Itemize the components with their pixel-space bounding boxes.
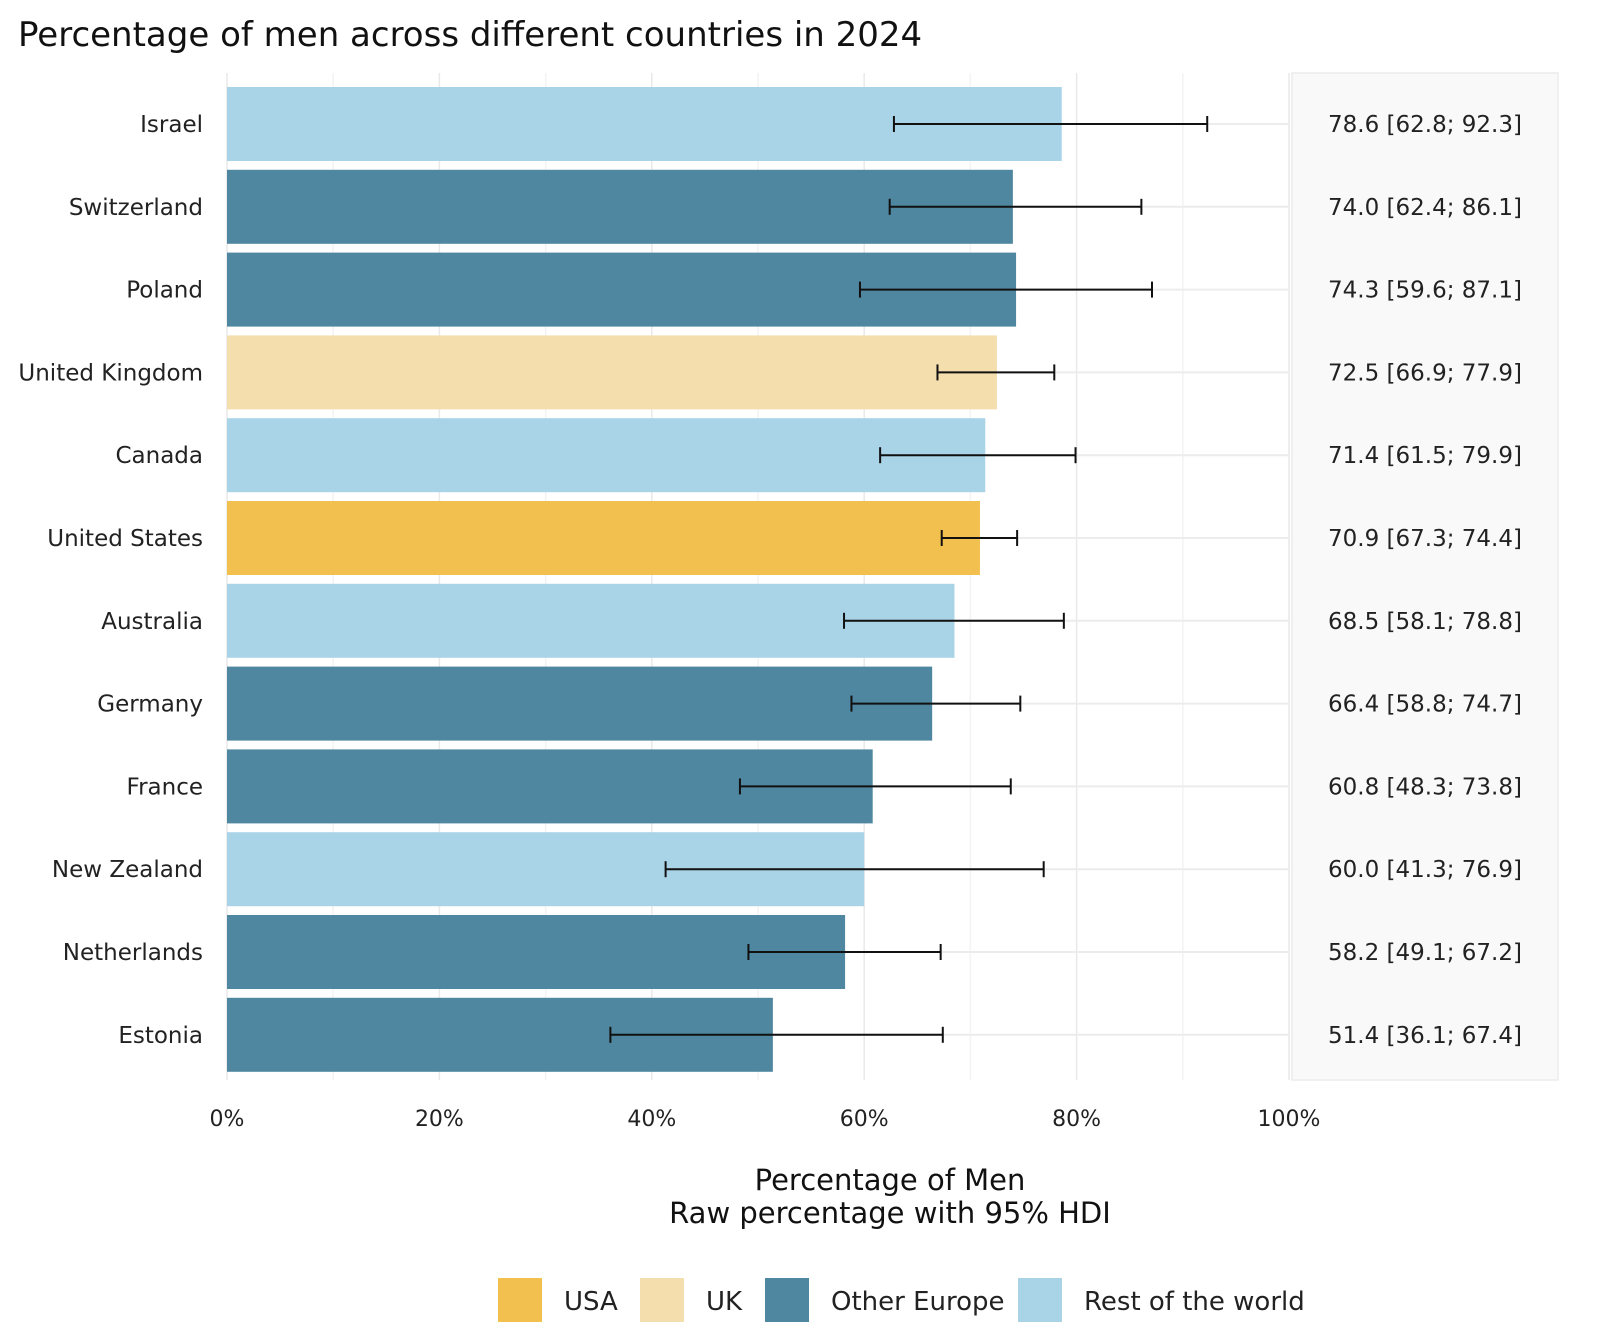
legend-label: USA bbox=[564, 1287, 618, 1317]
x-tick-label: 0% bbox=[210, 1107, 245, 1132]
value-annotation: 72.5 [66.9; 77.9] bbox=[1328, 360, 1522, 386]
x-tick-label: 40% bbox=[627, 1107, 676, 1132]
category-label: New Zealand bbox=[52, 857, 203, 883]
bar bbox=[227, 915, 846, 989]
x-tick-labels: 0% 20% 40% 60% 80% 100% bbox=[210, 1107, 1321, 1132]
annotation-panel bbox=[1291, 72, 1559, 1081]
value-annotation: 60.8 [48.3; 73.8] bbox=[1328, 774, 1522, 800]
legend-label: UK bbox=[706, 1287, 743, 1317]
x-tick-label: 100% bbox=[1258, 1107, 1321, 1132]
bar bbox=[227, 169, 1013, 244]
category-label: United States bbox=[47, 526, 203, 552]
value-annotation: 58.2 [49.1; 67.2] bbox=[1328, 940, 1522, 966]
value-annotation: 66.4 [58.8; 74.7] bbox=[1328, 692, 1522, 718]
bar bbox=[227, 335, 997, 410]
category-label: Switzerland bbox=[69, 195, 203, 221]
x-tick-label: 60% bbox=[840, 1107, 889, 1132]
value-annotation: 51.4 [36.1; 67.4] bbox=[1328, 1023, 1522, 1049]
x-tick-label: 20% bbox=[415, 1107, 464, 1132]
category-label: Australia bbox=[101, 609, 203, 635]
x-axis-sublabel: Raw percentage with 95% HDI bbox=[669, 1196, 1111, 1230]
bar bbox=[227, 583, 955, 658]
value-annotation: 78.6 [62.8; 92.3] bbox=[1328, 112, 1522, 138]
category-label: Israel bbox=[140, 112, 203, 138]
x-tick-label: 80% bbox=[1052, 1107, 1101, 1132]
category-label: France bbox=[127, 774, 203, 800]
error-bars bbox=[609, 116, 1209, 1043]
category-label: United Kingdom bbox=[18, 360, 203, 386]
bar bbox=[227, 418, 986, 493]
category-label: Poland bbox=[126, 278, 203, 304]
value-annotation: 68.5 [58.1; 78.8] bbox=[1328, 609, 1522, 635]
legend-label: Other Europe bbox=[831, 1287, 1005, 1317]
bar bbox=[227, 666, 933, 741]
category-label: Netherlands bbox=[63, 940, 203, 966]
x-axis-label: Percentage of Men bbox=[755, 1163, 1026, 1197]
bar bbox=[227, 501, 980, 575]
legend-swatch bbox=[640, 1278, 684, 1322]
category-label: Canada bbox=[115, 443, 203, 469]
legend-swatch bbox=[765, 1278, 809, 1322]
value-annotations: 78.6 [62.8; 92.3] 74.0 [62.4; 86.1] 74.3 [… bbox=[1328, 112, 1522, 1049]
value-annotation: 74.0 [62.4; 86.1] bbox=[1328, 195, 1522, 221]
category-label: Germany bbox=[97, 692, 203, 718]
legend: USA UK Other Europe Rest of the world bbox=[498, 1278, 1305, 1322]
legend-label: Rest of the world bbox=[1084, 1287, 1305, 1317]
value-annotation: 74.3 [59.6; 87.1] bbox=[1328, 278, 1522, 304]
value-annotation: 70.9 [67.3; 74.4] bbox=[1328, 526, 1522, 552]
value-annotation: 60.0 [41.3; 76.9] bbox=[1328, 857, 1522, 883]
category-labels: Israel Switzerland Poland United Kingdom Can… bbox=[18, 112, 203, 1049]
bars bbox=[227, 87, 1062, 1072]
value-annotation: 71.4 [61.5; 79.9] bbox=[1328, 443, 1522, 469]
legend-swatch bbox=[498, 1278, 542, 1322]
legend-swatch bbox=[1018, 1278, 1062, 1322]
category-label: Estonia bbox=[118, 1023, 203, 1049]
chart-title: Percentage of men across different count… bbox=[18, 15, 922, 55]
